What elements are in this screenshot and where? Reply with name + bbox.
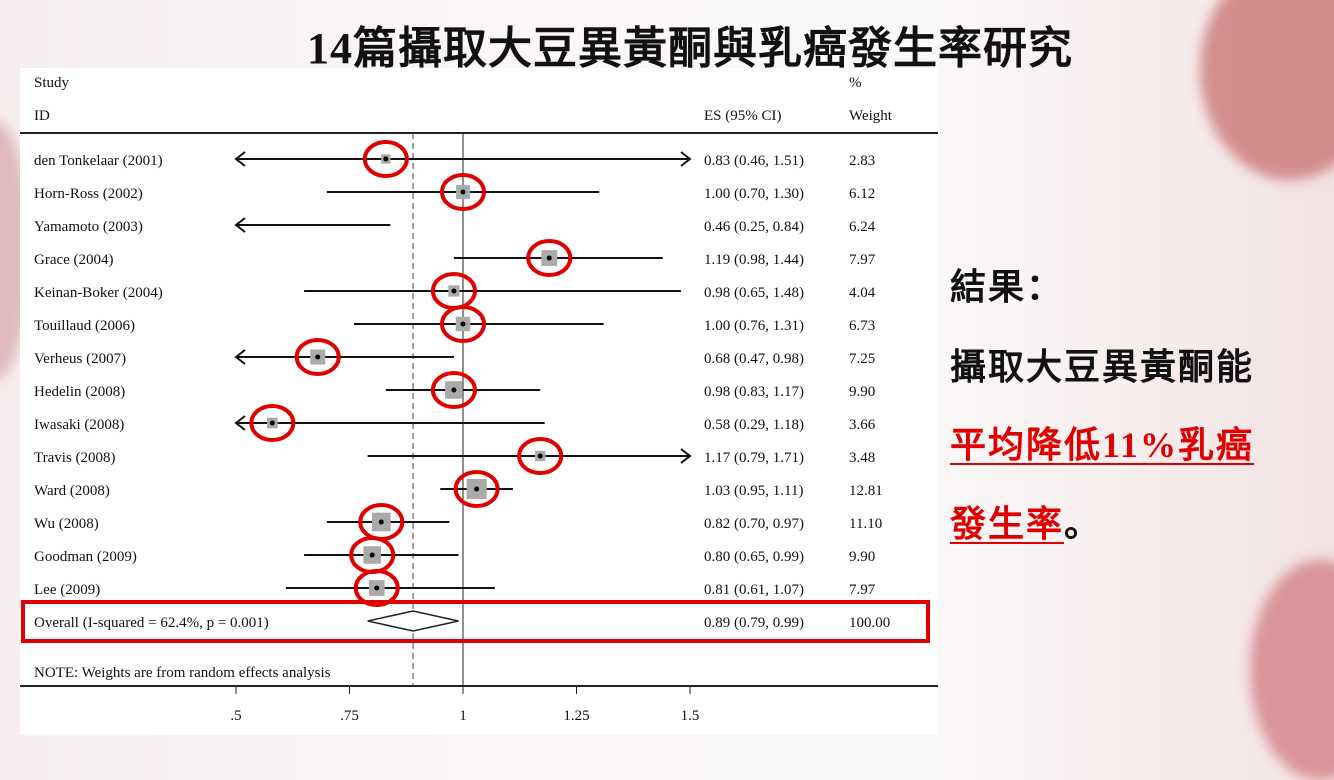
study-es-ci: 0.80 (0.65, 0.99) [704,549,804,565]
study-label: Keinan-Boker (2004) [34,285,163,301]
header-id: ID [34,108,50,124]
ci-arrow-right [680,151,692,167]
study-label: den Tonkelaar (2001) [34,153,163,169]
point-estimate [460,321,466,327]
note: NOTE: Weights are from random effects an… [34,665,331,681]
highlight-circle [353,569,400,607]
overall-weight: 100.00 [849,615,890,631]
study-label: Touillaud (2006) [34,318,135,334]
study-es-ci: 0.68 (0.47, 0.98) [704,351,804,367]
x-tick-label: 1 [459,708,467,724]
study-weight: 9.90 [849,384,875,400]
study-weight: 3.48 [849,450,875,466]
study-es-ci: 1.19 (0.98, 1.44) [704,252,804,268]
x-tick-label: 1.25 [563,708,589,724]
ci-arrow-left [234,349,246,365]
study-weight: 6.73 [849,318,875,334]
highlight-circle [440,305,486,343]
study-es-ci: 1.03 (0.95, 1.11) [704,483,803,499]
decoration-bottom-right [1250,560,1334,780]
header-weight-pct: % [849,75,862,91]
study-es-ci: 1.17 (0.79, 1.71) [704,450,804,466]
study-label: Ward (2008) [34,483,110,499]
study-weight: 7.97 [849,582,876,598]
result-heading: 結果： [950,267,1065,307]
study-weight: 6.12 [849,186,875,202]
highlight-circle [362,140,409,178]
result-line-1: 攝取大豆異黃酮能 [950,347,1255,387]
highlight-circle [526,239,573,277]
study-label: Yamamoto (2003) [34,219,143,235]
point-estimate [460,189,466,195]
overall-label: Overall (I-squared = 62.4%, p = 0.001) [34,615,269,631]
study-weight: 9.90 [849,549,875,565]
study-weight: 12.81 [849,483,883,499]
ci-arrow-left [234,151,246,167]
point-estimate [451,387,457,393]
point-estimate [451,288,457,294]
x-tick-label: .5 [230,708,241,724]
result-line-3-red: 發生率 [950,504,1065,544]
study-weight: 2.83 [849,153,875,169]
header-study: Study [34,75,70,91]
decoration-top-right [1200,0,1334,180]
forest-plot-panel: Study ID ES (95% CI)% Weight .5 .75 1 1.25 1.5 de… [20,68,938,735]
study-weight: 4.04 [849,285,876,301]
point-estimate [474,486,480,492]
study-es-ci: 0.46 (0.25, 0.84) [704,219,804,235]
overall-es-ci: 0.89 (0.79, 0.99) [704,615,804,631]
study-weight: 11.10 [849,516,882,532]
slide-title: 14篇攝取大豆異黃酮與乳癌發生率研究 [307,24,1073,73]
study-es-ci: 0.82 (0.70, 0.97) [704,516,804,532]
study-es-ci: 0.81 (0.61, 1.07) [704,582,804,598]
study-es-ci: 0.58 (0.29, 1.18) [704,417,804,433]
result-line-3-tail: 。 [1064,504,1103,544]
point-estimate [269,420,275,426]
highlight-circle [294,338,341,376]
study-es-ci: 0.98 (0.65, 1.48) [704,285,804,301]
study-es-ci: 1.00 (0.76, 1.31) [704,318,804,334]
study-es-ci: 0.98 (0.83, 1.17) [704,384,804,400]
ci-arrow-left [234,415,246,431]
point-estimate [378,519,384,525]
point-estimate [546,255,552,261]
point-estimate [315,354,321,360]
x-tick-label: 1.5 [681,708,700,724]
x-tick-label: .75 [340,708,359,724]
study-weight: 7.97 [849,252,876,268]
study-label: Hedelin (2008) [34,384,125,400]
study-es-ci: 0.83 (0.46, 1.51) [704,153,804,169]
ci-arrow-right [680,448,692,464]
study-label: Iwasaki (2008) [34,417,124,433]
study-label: Lee (2009) [34,582,100,598]
result-line-2: 平均降低11%乳癌 [950,425,1255,465]
point-estimate [537,453,543,459]
highlight-circle [430,371,477,409]
overall-highlight-box [21,600,930,643]
highlight-circle [249,404,296,442]
study-weight: 6.24 [849,219,876,235]
study-label: Horn-Ross (2002) [34,186,143,202]
point-estimate [383,156,389,162]
study-weight: 7.25 [849,351,875,367]
header-es: ES (95% CI) [704,108,782,124]
study-label: Verheus (2007) [34,351,126,367]
header-weight: Weight [849,108,893,124]
ci-arrow-left [234,217,246,233]
highlight-circle [517,437,564,475]
point-estimate [374,585,380,591]
highlight-circle [440,173,486,211]
study-label: Goodman (2009) [34,549,137,565]
study-label: Wu (2008) [34,516,99,532]
study-label: Travis (2008) [34,450,116,466]
highlight-circle [453,470,500,508]
study-label: Grace (2004) [34,252,114,268]
point-estimate [369,552,375,558]
overall-diamond [367,610,459,632]
study-weight: 3.66 [849,417,876,433]
forest-plot: Study ID ES (95% CI)% Weight .5 .75 1 1.25 1.5 de… [20,75,938,724]
result-line-3: 發生率。 [950,495,1102,547]
study-es-ci: 1.00 (0.70, 1.30) [704,186,804,202]
